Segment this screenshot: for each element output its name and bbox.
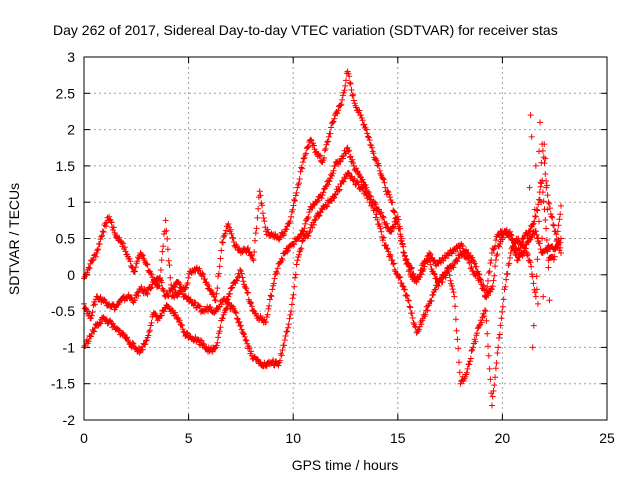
data-point xyxy=(532,213,539,220)
data-point xyxy=(162,217,169,224)
x-axis-label: GPS time / hours xyxy=(292,457,399,473)
x-tick-label: 25 xyxy=(599,430,615,446)
data-point xyxy=(501,286,508,293)
data-point xyxy=(488,250,495,257)
data-point xyxy=(526,184,533,191)
x-tick-label: 10 xyxy=(285,430,301,446)
y-tick-label: -0.5 xyxy=(51,303,75,319)
data-point xyxy=(269,286,276,293)
data-point-trail xyxy=(81,70,564,400)
data-point xyxy=(495,344,502,351)
data-point xyxy=(288,308,295,315)
data-point xyxy=(545,264,552,271)
y-tick-label: -2 xyxy=(63,412,76,428)
data-point xyxy=(250,257,257,264)
y-tick-label: 0 xyxy=(67,267,75,283)
data-point xyxy=(294,184,301,191)
x-tick-label: 5 xyxy=(185,430,193,446)
y-tick-label: 1.5 xyxy=(56,158,76,174)
data-point xyxy=(350,97,357,104)
data-point xyxy=(288,213,295,220)
y-tick-label: 1 xyxy=(67,194,75,210)
data-point xyxy=(557,202,564,209)
data-point xyxy=(325,133,332,140)
y-tick-label: 2.5 xyxy=(56,85,76,101)
data-point xyxy=(143,337,150,344)
y-axis-label: SDTVAR / TECUs xyxy=(6,183,22,295)
data-point xyxy=(401,250,408,257)
data-point xyxy=(541,141,548,148)
data-point xyxy=(530,322,537,329)
data-point xyxy=(546,297,553,304)
data-point xyxy=(451,293,458,300)
data-point xyxy=(534,300,541,307)
y-tick-label: 0.5 xyxy=(56,231,76,247)
y-tick-label: -1 xyxy=(63,339,76,355)
data-point xyxy=(529,344,536,351)
data-point xyxy=(382,184,389,191)
data-point xyxy=(537,119,544,126)
data-point xyxy=(533,286,540,293)
data-point xyxy=(407,304,414,311)
data-point xyxy=(244,289,251,296)
data-points xyxy=(81,68,564,409)
data-point xyxy=(532,293,539,300)
x-tick-label: 0 xyxy=(80,430,88,446)
data-point xyxy=(87,260,94,267)
y-tick-label: -1.5 xyxy=(51,376,75,392)
data-point xyxy=(507,250,514,257)
x-tick-label: 15 xyxy=(390,430,406,446)
data-point xyxy=(256,188,263,195)
chart-title: Day 262 of 2017, Sidereal Day-to-day VTE… xyxy=(53,22,558,38)
data-point xyxy=(294,257,301,264)
data-point xyxy=(300,155,307,162)
data-point xyxy=(527,112,534,119)
data-point xyxy=(528,133,535,140)
data-point xyxy=(281,337,288,344)
data-point xyxy=(99,228,106,235)
y-tick-label: 3 xyxy=(67,49,75,65)
data-point xyxy=(488,402,495,409)
x-tick-label: 20 xyxy=(495,430,511,446)
plot-border xyxy=(83,56,608,421)
data-point xyxy=(532,162,539,169)
y-tick-label: 2 xyxy=(67,122,75,138)
data-point xyxy=(540,293,547,300)
